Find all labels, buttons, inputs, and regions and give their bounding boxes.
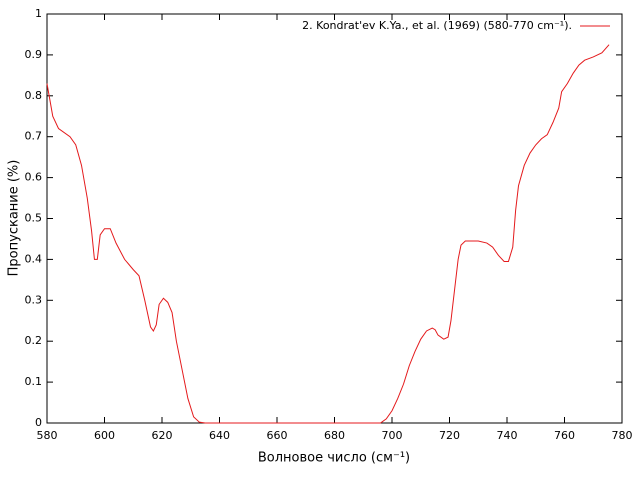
legend-label: 2. Kondrat'ev K.Ya., et al. (1969) (580-… [302, 19, 572, 32]
x-tick-label: 640 [209, 429, 230, 442]
data-line [46, 44, 610, 424]
y-tick-label: 1 [35, 7, 42, 20]
y-tick-label: 0.4 [25, 252, 43, 265]
y-tick-label: 0.6 [25, 171, 43, 184]
x-tick-label: 600 [94, 429, 115, 442]
x-tick-label: 660 [267, 429, 288, 442]
y-tick-label: 0.3 [25, 293, 43, 306]
y-axis-label: Пропускание (%) [7, 160, 22, 277]
x-tick-label: 720 [439, 429, 460, 442]
x-tick-label: 620 [152, 429, 173, 442]
y-tick-label: 0.2 [25, 334, 43, 347]
y-tick-label: 0.5 [25, 212, 43, 225]
y-tick-label: 0.1 [25, 375, 43, 388]
y-tick-label: 0.7 [25, 130, 43, 143]
y-tick-label: 0.8 [25, 89, 43, 102]
x-tick-label: 740 [497, 429, 518, 442]
x-tick-label: 580 [37, 429, 58, 442]
x-tick-label: 780 [612, 429, 633, 442]
x-tick-label: 700 [382, 429, 403, 442]
y-tick-label: 0.9 [25, 48, 43, 61]
x-axis-label: Волновое число (см⁻¹) [258, 451, 410, 466]
plot-border [46, 13, 623, 424]
x-tick-label: 680 [324, 429, 345, 442]
x-tick-label: 760 [554, 429, 575, 442]
y-tick-label: 0 [35, 416, 42, 429]
